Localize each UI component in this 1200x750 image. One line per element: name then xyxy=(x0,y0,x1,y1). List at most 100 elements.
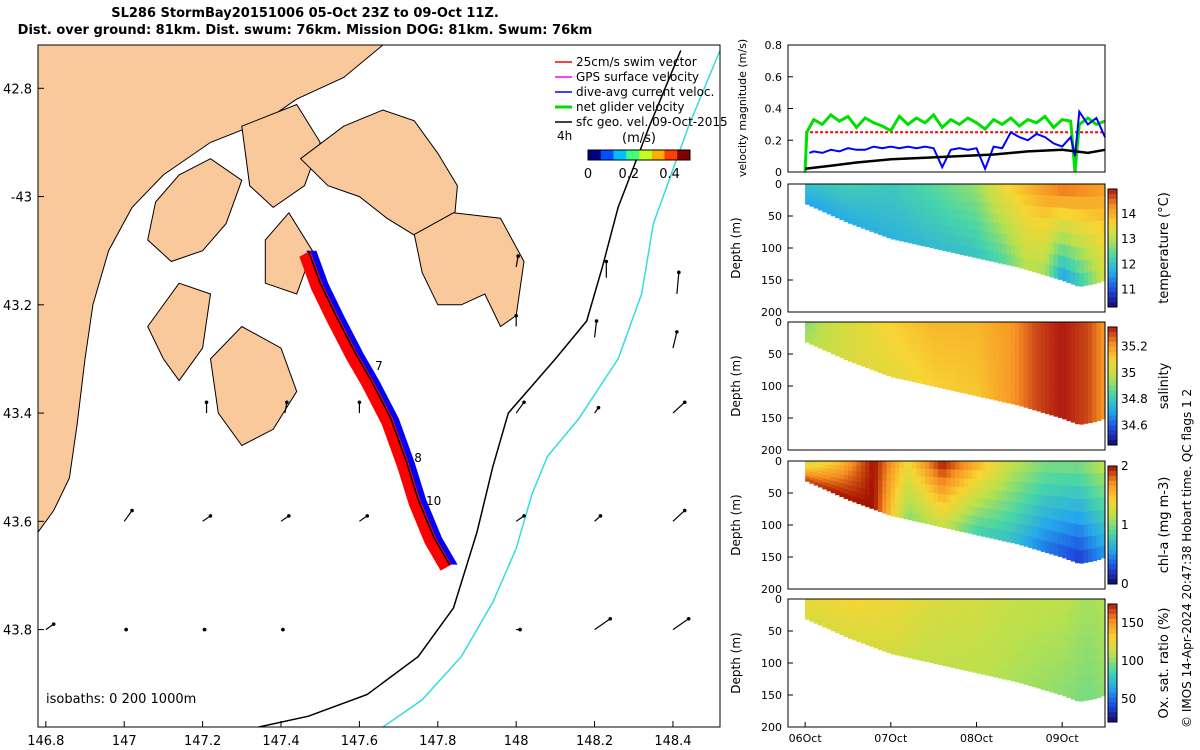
oxygen-data-cell xyxy=(1027,663,1033,676)
chla-data-cell xyxy=(826,472,832,477)
salinity-data-cell xyxy=(1087,384,1093,398)
temperature-data-cell xyxy=(933,208,939,217)
oxygen-data-cell xyxy=(1100,647,1106,661)
chla-data-cell xyxy=(1092,535,1097,549)
chla-data-cell xyxy=(843,479,849,485)
map-frame xyxy=(37,44,721,728)
salinity-data-cell xyxy=(805,339,810,343)
oxygen-data-cell xyxy=(1015,661,1020,672)
salinity-data-cell xyxy=(882,367,888,375)
salinity-data-cell xyxy=(997,331,1003,343)
temperature-data-cell xyxy=(989,251,995,262)
temperature-data-cell xyxy=(1015,194,1020,206)
chla-data-cell xyxy=(1002,461,1008,472)
chla-data-cell xyxy=(882,487,888,495)
salinity-data-cell xyxy=(878,366,883,373)
salinity-data-cell xyxy=(942,380,948,389)
temperature-data-cell xyxy=(818,184,823,188)
temperature-colorbar-segment xyxy=(1108,238,1117,244)
chla-data-cell xyxy=(1062,497,1068,510)
oxygen-colorbar-segment xyxy=(1108,633,1117,639)
oxygen-data-cell xyxy=(899,606,905,614)
temperature-data-cell xyxy=(882,190,888,198)
oxygen-data-cell xyxy=(865,621,870,629)
oxygen-data-cell xyxy=(809,618,815,622)
oxygen-data-cell xyxy=(1083,662,1089,676)
oxygen-data-cell xyxy=(835,607,840,613)
oxygen-data-cell xyxy=(903,627,909,636)
oxygen-data-cell xyxy=(1006,669,1012,681)
oxygen-data-cell xyxy=(942,657,948,666)
salinity-data-cell xyxy=(856,322,862,328)
temperature-data-cell xyxy=(856,205,862,212)
chla-data-cell xyxy=(818,480,823,485)
chla-data-cell xyxy=(1075,461,1080,475)
oxygen-data-cell xyxy=(1075,675,1080,689)
chla-data-cell xyxy=(1087,498,1093,512)
chla-data-cell xyxy=(886,461,892,469)
salinity-data-cell xyxy=(1083,385,1089,399)
salinity-data-cell xyxy=(813,334,819,338)
salinity-data-cell xyxy=(985,341,990,352)
salinity-data-cell xyxy=(1019,332,1025,344)
temperature-data-cell xyxy=(1062,268,1068,282)
salinity-data-cell xyxy=(997,381,1003,392)
temperature-data-cell xyxy=(822,194,828,199)
chla-data-cell xyxy=(805,461,810,465)
chla-data-cell xyxy=(920,484,926,493)
temperature-colorbar-frame xyxy=(1107,188,1118,308)
oxygen-data-cell xyxy=(899,634,905,643)
oxygen-data-cell xyxy=(920,606,926,615)
chla-data-cell xyxy=(1019,482,1025,494)
oxygen-data-cell xyxy=(882,612,888,620)
salinity-data-cell xyxy=(1066,371,1072,385)
temperature-data-cell xyxy=(963,246,969,256)
oxygen-data-cell xyxy=(1053,646,1059,659)
chla-data-cell xyxy=(882,506,888,514)
oxygen-x-tick-label: 07Oct xyxy=(874,732,908,745)
temperature-data-cell xyxy=(1079,247,1085,262)
chla-data-cell xyxy=(835,461,840,466)
temperature-data-cell xyxy=(1002,223,1008,235)
chla-data-cell xyxy=(1023,492,1029,505)
chla-data-cell xyxy=(1019,492,1025,504)
chla-data-cell xyxy=(963,469,969,480)
chla-data-cell xyxy=(976,498,982,508)
oxygen-data-cell xyxy=(980,608,986,619)
temperature-data-cell xyxy=(1006,204,1012,215)
salinity-data-cell xyxy=(813,331,819,335)
oxygen-data-cell xyxy=(1002,599,1008,610)
salinity-data-cell xyxy=(1066,322,1072,335)
salinity-data-cell xyxy=(1023,322,1029,334)
oxygen-data-cell xyxy=(1053,599,1059,612)
map-y-tick-label: 42.8 xyxy=(3,82,32,97)
colorbar-segment xyxy=(626,150,640,160)
salinity-data-cell xyxy=(818,325,823,329)
velocity-y-tick-label: 0 xyxy=(775,166,782,179)
temperature-data-cell xyxy=(1019,184,1025,196)
salinity-data-cell xyxy=(1062,322,1068,335)
salinity-data-cell xyxy=(937,354,943,364)
temperature-data-cell xyxy=(1015,204,1020,216)
temperature-data-cell xyxy=(826,184,832,189)
salinity-data-cell xyxy=(1023,343,1029,355)
salinity-data-cell xyxy=(1023,364,1029,376)
chla-data-cell xyxy=(1010,522,1016,534)
oxygen-data-cell xyxy=(937,599,943,608)
oxygen-data-cell xyxy=(1019,609,1025,621)
oxygen-data-cell xyxy=(1075,649,1080,664)
temperature-data-cell xyxy=(1010,224,1016,236)
salinity-data-cell xyxy=(809,324,815,329)
salinity-data-cell xyxy=(967,340,973,350)
chla-data-cell xyxy=(856,466,862,473)
temperature-y-tick-label: 0 xyxy=(775,178,782,191)
salinity-data-cell xyxy=(955,382,960,392)
temperature-data-cell xyxy=(1096,233,1102,247)
oxygen-data-cell xyxy=(959,616,965,626)
chla-data-cell xyxy=(1010,491,1016,503)
salinity-data-cell xyxy=(963,330,969,341)
oxygen-colorbar-tick-label: 50 xyxy=(1121,692,1136,706)
geo-velocity-vector xyxy=(672,401,686,414)
temperature-data-cell xyxy=(1062,220,1068,233)
oxygen-data-cell xyxy=(1057,670,1063,683)
